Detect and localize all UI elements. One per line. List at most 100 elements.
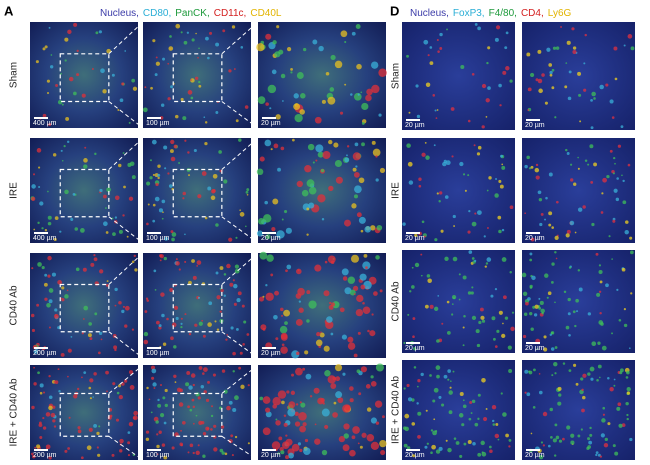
cell-signal	[47, 255, 52, 261]
cell-signal	[276, 25, 280, 29]
cell-signal	[151, 368, 157, 374]
cell-signal	[215, 223, 219, 227]
zoom-line	[221, 216, 259, 244]
cell-signal	[175, 114, 179, 119]
cell-signal	[605, 283, 609, 288]
cell-signal	[435, 449, 441, 454]
cell-signal	[505, 31, 509, 35]
cell-signal	[371, 313, 374, 316]
cell-signal	[31, 328, 36, 333]
cell-signal	[67, 447, 71, 450]
cell-signal	[160, 103, 165, 107]
cell-signal	[623, 308, 626, 311]
cell-signal	[258, 217, 265, 225]
cell-signal	[565, 233, 570, 238]
cell-signal	[486, 227, 489, 229]
cell-signal	[554, 235, 559, 241]
cell-signal	[198, 84, 202, 88]
cell-signal	[198, 321, 203, 326]
cell-signal	[471, 257, 475, 260]
cell-signal	[541, 312, 544, 315]
cell-signal	[246, 188, 250, 191]
cell-signal	[602, 413, 606, 416]
cell-signal	[189, 408, 193, 412]
cell-signal	[156, 320, 160, 325]
cell-signal	[53, 237, 57, 242]
cell-signal	[182, 191, 187, 196]
cell-signal	[414, 233, 418, 238]
cell-signal	[185, 382, 190, 387]
cell-signal	[431, 444, 436, 450]
cell-signal	[578, 287, 583, 292]
zoom-line	[221, 21, 259, 55]
cell-signal	[127, 453, 131, 457]
scale-label: 20 µm	[525, 345, 545, 352]
cell-signal	[225, 338, 228, 341]
cell-signal	[104, 207, 107, 209]
cell-signal	[233, 283, 238, 289]
cell-signal	[175, 23, 181, 29]
cell-signal	[463, 314, 466, 318]
cell-signal	[462, 399, 465, 402]
cell-signal	[552, 438, 557, 443]
cell-signal	[474, 259, 477, 262]
cell-signal	[627, 34, 633, 39]
cell-signal	[132, 416, 136, 420]
cell-signal	[266, 254, 274, 262]
cell-signal	[88, 322, 92, 326]
cell-signal	[481, 319, 486, 323]
cell-signal	[553, 454, 557, 457]
cell-signal	[188, 385, 193, 390]
zoom-line	[108, 252, 144, 285]
cell-signal	[163, 421, 167, 425]
cell-signal	[494, 288, 498, 291]
scale-bar	[262, 347, 276, 349]
cell-signal	[344, 40, 347, 44]
cell-signal	[168, 184, 173, 188]
cell-signal	[99, 269, 104, 274]
cell-signal	[529, 284, 533, 289]
cell-signal	[527, 87, 532, 92]
cell-signal	[98, 30, 102, 34]
cell-signal	[98, 331, 103, 336]
cell-signal	[190, 79, 192, 81]
cell-signal	[128, 121, 131, 124]
cell-signal	[33, 228, 36, 231]
cell-signal	[262, 427, 271, 436]
cell-signal	[417, 411, 422, 416]
cell-signal	[498, 179, 502, 183]
cell-signal	[510, 326, 515, 332]
cell-signal	[617, 144, 622, 148]
cell-signal	[437, 294, 440, 297]
cell-signal	[31, 452, 34, 456]
cell-signal	[433, 418, 436, 421]
cell-signal	[539, 222, 543, 227]
cell-signal	[372, 148, 381, 157]
cell-signal	[41, 227, 44, 230]
cell-signal	[551, 86, 555, 90]
cell-signal	[296, 351, 300, 356]
cell-signal	[524, 164, 528, 169]
cell-signal	[259, 251, 268, 260]
cell-signal	[616, 406, 621, 411]
cell-signal	[68, 76, 74, 82]
cell-signal	[134, 268, 138, 272]
cell-signal	[67, 29, 72, 35]
cell-signal	[42, 391, 46, 394]
cell-signal	[427, 278, 432, 284]
cell-signal	[68, 416, 71, 419]
cell-signal	[61, 103, 64, 106]
cell-signal	[622, 200, 627, 205]
cell-signal	[38, 423, 43, 428]
cell-signal	[503, 295, 507, 300]
cell-signal	[319, 332, 325, 338]
cell-signal	[598, 264, 602, 267]
cell-signal	[232, 279, 235, 282]
cell-signal	[566, 229, 571, 234]
cell-signal	[608, 235, 611, 238]
cell-signal	[257, 96, 266, 104]
cell-signal	[356, 63, 362, 70]
cell-signal	[299, 425, 306, 433]
cell-signal	[124, 305, 130, 311]
cell-signal	[536, 347, 539, 350]
